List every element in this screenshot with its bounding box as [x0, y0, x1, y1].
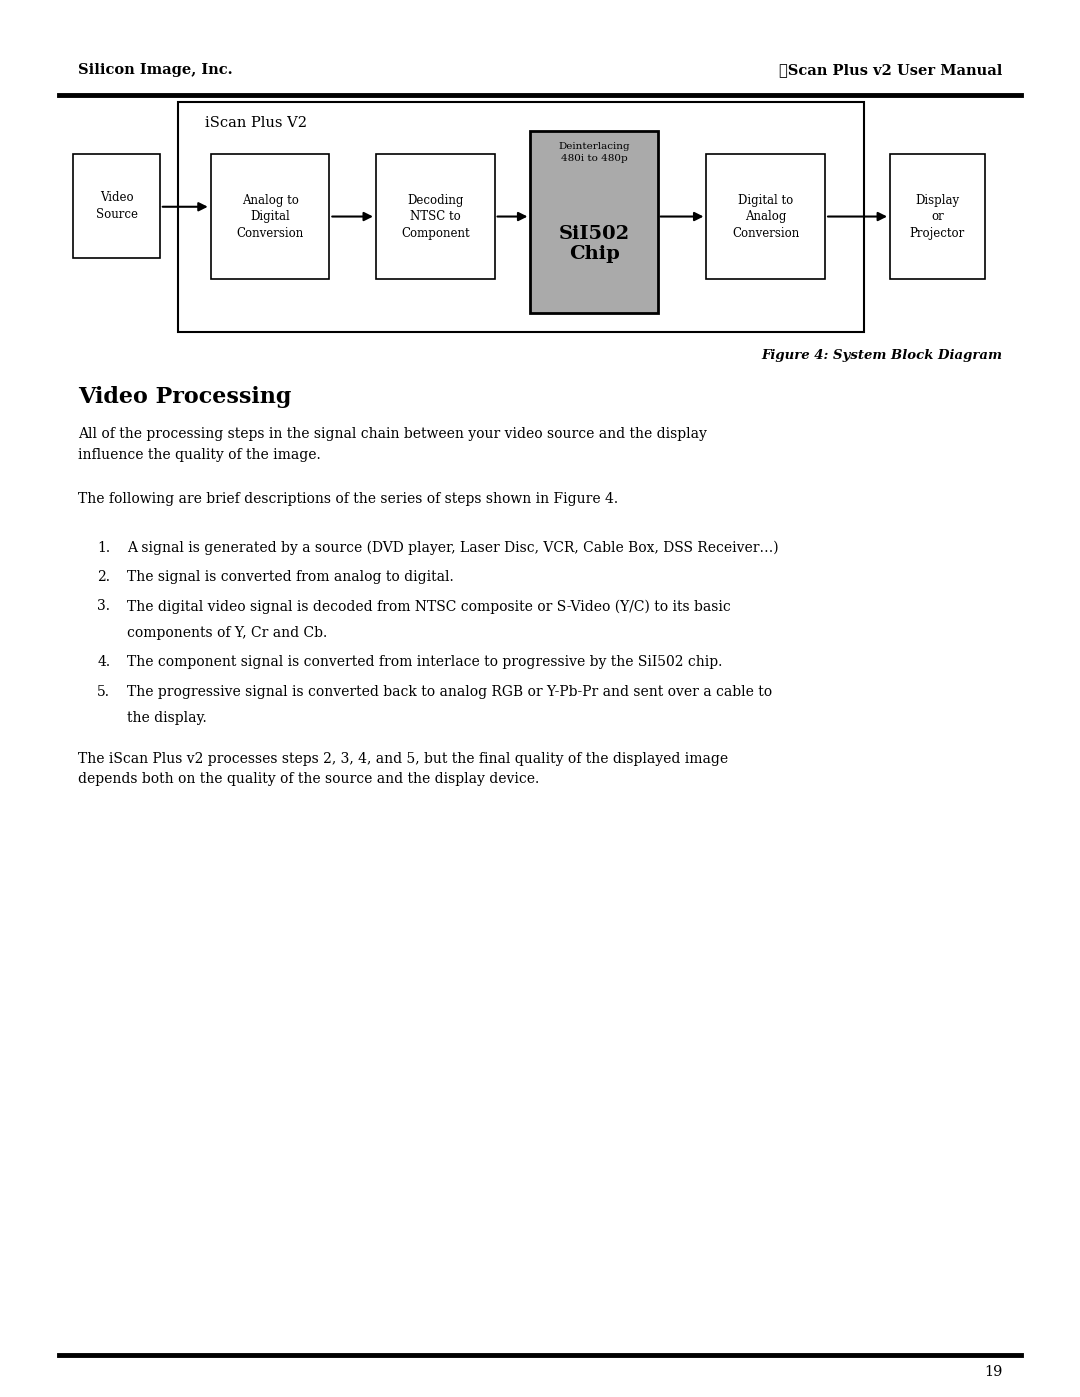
Text: Decoding
NTSC to
Component: Decoding NTSC to Component: [401, 194, 470, 239]
Text: The following are brief descriptions of the series of steps shown in Figure 4.: The following are brief descriptions of …: [78, 492, 618, 506]
FancyBboxPatch shape: [178, 102, 864, 332]
FancyBboxPatch shape: [530, 131, 658, 313]
FancyBboxPatch shape: [890, 154, 985, 279]
Text: Figure 4: System Block Diagram: Figure 4: System Block Diagram: [761, 349, 1002, 362]
Text: All of the processing steps in the signal chain between your video source and th: All of the processing steps in the signa…: [78, 427, 706, 461]
Text: Display
or
Projector: Display or Projector: [909, 194, 966, 239]
Text: components of Y, Cr and Cb.: components of Y, Cr and Cb.: [127, 626, 327, 640]
Text: 1.: 1.: [97, 541, 110, 555]
FancyBboxPatch shape: [211, 154, 329, 279]
Text: The signal is converted from analog to digital.: The signal is converted from analog to d…: [127, 570, 455, 584]
FancyBboxPatch shape: [376, 154, 495, 279]
Text: Deinterlacing
480i to 480p: Deinterlacing 480i to 480p: [558, 142, 630, 162]
Text: 5.: 5.: [97, 685, 110, 698]
Text: Video Processing: Video Processing: [78, 386, 292, 408]
Text: 3.: 3.: [97, 599, 110, 613]
Text: The iScan Plus v2 processes steps 2, 3, 4, and 5, but the final quality of the d: The iScan Plus v2 processes steps 2, 3, …: [78, 752, 728, 785]
Text: iScan Plus V2: iScan Plus V2: [205, 116, 307, 130]
Text: Digital to
Analog
Conversion: Digital to Analog Conversion: [732, 194, 799, 239]
FancyBboxPatch shape: [73, 154, 160, 258]
Text: The progressive signal is converted back to analog RGB or Y-Pb-Pr and sent over : The progressive signal is converted back…: [127, 685, 772, 698]
Text: A signal is generated by a source (DVD player, Laser Disc, VCR, Cable Box, DSS R: A signal is generated by a source (DVD p…: [127, 541, 779, 555]
FancyBboxPatch shape: [706, 154, 825, 279]
Text: 19: 19: [984, 1365, 1002, 1379]
Text: ⓘScan Plus v2 User Manual: ⓘScan Plus v2 User Manual: [779, 63, 1002, 77]
Text: Video
Source: Video Source: [96, 191, 137, 221]
Text: Silicon Image, Inc.: Silicon Image, Inc.: [78, 63, 232, 77]
Text: 2.: 2.: [97, 570, 110, 584]
Text: the display.: the display.: [127, 711, 207, 725]
Text: SiI502
Chip: SiI502 Chip: [558, 225, 630, 263]
Text: The digital video signal is decoded from NTSC composite or S-Video (Y/C) to its : The digital video signal is decoded from…: [127, 599, 731, 613]
Text: Analog to
Digital
Conversion: Analog to Digital Conversion: [237, 194, 303, 239]
Text: The component signal is converted from interlace to progressive by the SiI502 ch: The component signal is converted from i…: [127, 655, 723, 669]
Text: 4.: 4.: [97, 655, 110, 669]
